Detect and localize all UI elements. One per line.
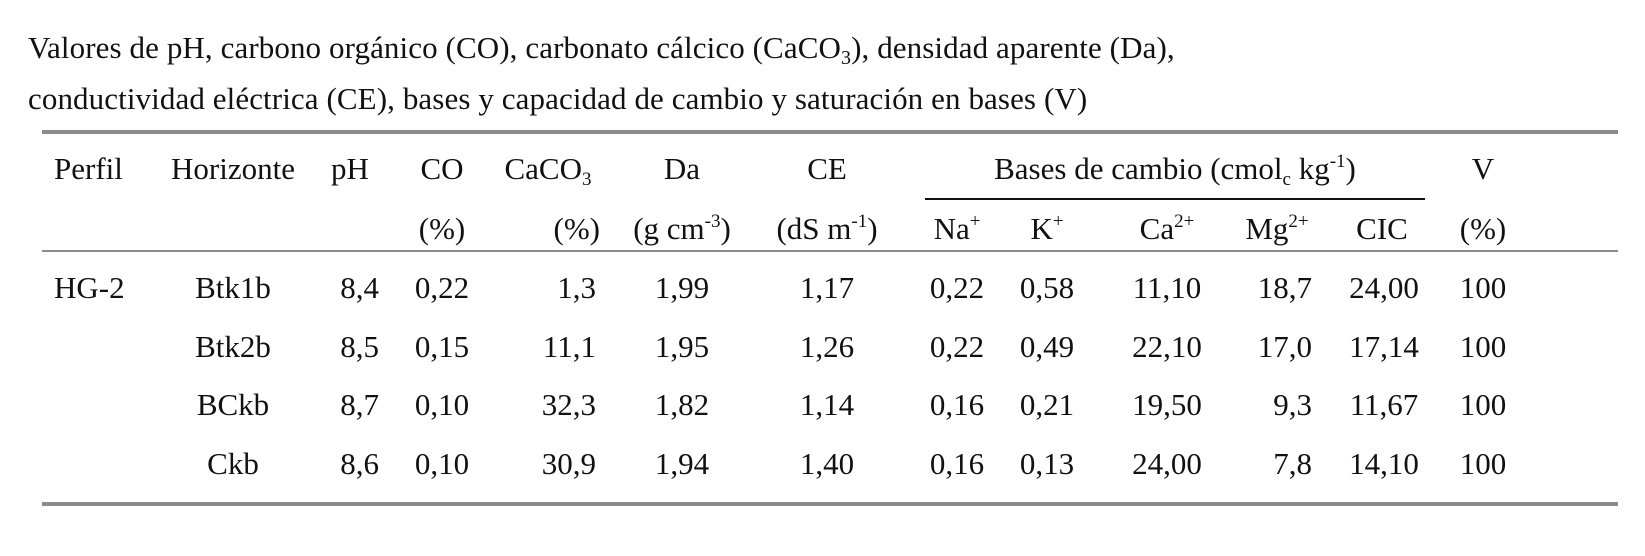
- header-na: Na+: [933, 211, 981, 246]
- header-bases-de-cambio: Bases de cambio (cmolc kg-1): [994, 151, 1356, 190]
- caption-text: ), densidad aparente (Da),: [851, 30, 1175, 65]
- header-co-unit: (%): [418, 211, 466, 246]
- header-mg: Mg2+: [1245, 211, 1309, 246]
- cell-horizonte: Btk1b: [195, 270, 271, 305]
- cell-mg: 18,7: [1257, 270, 1312, 305]
- header-ce-unit: (dS m-1): [776, 211, 878, 246]
- cell-na: 0,16: [929, 387, 985, 422]
- cell-cic: 24,00: [1349, 270, 1419, 305]
- cell-perfil: HG-2: [54, 270, 125, 305]
- cell-ph: 8,6: [340, 446, 379, 481]
- header-k: K+: [1030, 211, 1064, 246]
- cell-v: 100: [1459, 446, 1507, 481]
- caption-text: Valores de pH, carbono orgánico (CO), ca…: [28, 30, 841, 65]
- cell-na: 0,16: [929, 446, 985, 481]
- cell-k: 0,58: [1019, 270, 1075, 305]
- header-v-unit: (%): [1459, 211, 1507, 246]
- table-top-rule: [42, 130, 1618, 134]
- header-ph: pH: [331, 151, 369, 186]
- cell-k: 0,21: [1019, 387, 1075, 422]
- cell-na: 0,22: [929, 270, 985, 305]
- cell-ce: 1,17: [799, 270, 855, 305]
- cell-horizonte: BCkb: [196, 387, 270, 422]
- cell-ca: 11,10: [1132, 270, 1202, 305]
- header-cic: CIC: [1356, 211, 1408, 246]
- cell-k: 0,13: [1019, 446, 1075, 481]
- caption-line-1: Valores de pH, carbono orgánico (CO), ca…: [28, 22, 1618, 73]
- cell-co: 0,10: [414, 387, 470, 422]
- header-ca: Ca2+: [1139, 211, 1195, 246]
- cell-ce: 1,14: [799, 387, 855, 422]
- cell-co: 0,22: [414, 270, 470, 305]
- cell-ca: 24,00: [1132, 446, 1202, 481]
- header-bottom-rule: [42, 250, 1618, 252]
- header-co: CO: [420, 151, 464, 186]
- cell-v: 100: [1459, 387, 1507, 422]
- cell-caco3: 1,3: [557, 270, 596, 305]
- cell-na: 0,22: [929, 329, 985, 364]
- header-ce: CE: [807, 151, 847, 186]
- cell-cic: 14,10: [1349, 446, 1419, 481]
- cell-ce: 1,40: [799, 446, 855, 481]
- header-horizonte: Horizonte: [171, 151, 295, 186]
- cell-v: 100: [1459, 270, 1507, 305]
- cell-co: 0,10: [414, 446, 470, 481]
- cell-ca: 22,10: [1132, 329, 1202, 364]
- table-caption: Valores de pH, carbono orgánico (CO), ca…: [28, 22, 1618, 124]
- cell-mg: 9,3: [1273, 387, 1312, 422]
- cell-da: 1,82: [654, 387, 710, 422]
- cell-cic: 11,67: [1349, 387, 1419, 422]
- cell-ph: 8,5: [340, 329, 379, 364]
- cell-mg: 7,8: [1273, 446, 1312, 481]
- header-caco3: CaCO3: [504, 151, 592, 190]
- header-v: V: [1471, 151, 1495, 186]
- header-da: Da: [663, 151, 701, 186]
- cell-caco3: 11,1: [542, 329, 596, 364]
- bases-group-rule: [925, 198, 1425, 200]
- cell-da: 1,94: [654, 446, 710, 481]
- cell-cic: 17,14: [1349, 329, 1419, 364]
- table-bottom-rule: [42, 502, 1618, 506]
- caption-subscript: 3: [840, 47, 852, 69]
- cell-ph: 8,7: [340, 387, 379, 422]
- cell-co: 0,15: [414, 329, 470, 364]
- cell-mg: 17,0: [1257, 329, 1312, 364]
- cell-k: 0,49: [1019, 329, 1075, 364]
- cell-caco3: 30,9: [541, 446, 596, 481]
- cell-horizonte: Btk2b: [195, 329, 271, 364]
- header-da-unit: (g cm-3): [633, 211, 731, 246]
- cell-da: 1,95: [654, 329, 710, 364]
- cell-ca: 19,50: [1132, 387, 1202, 422]
- cell-v: 100: [1459, 329, 1507, 364]
- header-caco3-unit: (%): [553, 211, 600, 246]
- header-perfil: Perfil: [54, 151, 123, 186]
- cell-caco3: 32,3: [541, 387, 596, 422]
- cell-horizonte: Ckb: [207, 446, 259, 481]
- cell-ce: 1,26: [799, 329, 855, 364]
- cell-da: 1,99: [654, 270, 710, 305]
- cell-ph: 8,4: [340, 270, 379, 305]
- caption-line-2: conductividad eléctrica (CE), bases y ca…: [28, 81, 1088, 116]
